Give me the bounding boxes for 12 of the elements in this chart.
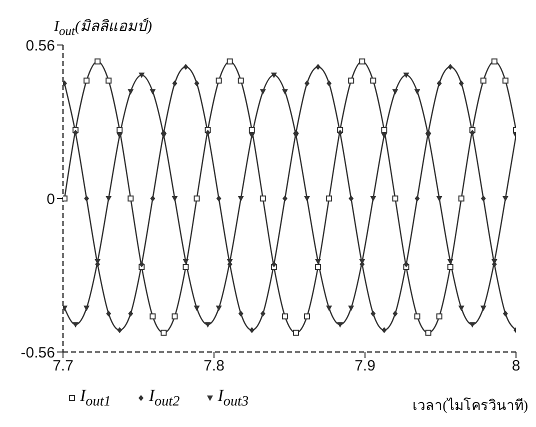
x-axis-title: เวลา(ไมโครวินาที) xyxy=(412,396,528,416)
x-tick-label: 8 xyxy=(512,358,520,375)
x-tick-label: 7.8 xyxy=(204,358,224,375)
y-tick-label: 0.56 xyxy=(26,37,55,54)
y-tick-label: 0 xyxy=(46,190,55,208)
x-tick-label: 7.7 xyxy=(52,358,74,375)
legend-label: I$_{out1}$ xyxy=(80,386,111,410)
y-axis-title: I$_{out}$(มิลลิแอมป์) xyxy=(54,16,152,39)
legend-label: I$_{out3}$ xyxy=(218,386,249,410)
x-tick-label: 7.9 xyxy=(354,358,376,375)
y-tick-label: -0.56 xyxy=(20,344,55,362)
legend-label: I$_{out2}$ xyxy=(148,386,180,410)
